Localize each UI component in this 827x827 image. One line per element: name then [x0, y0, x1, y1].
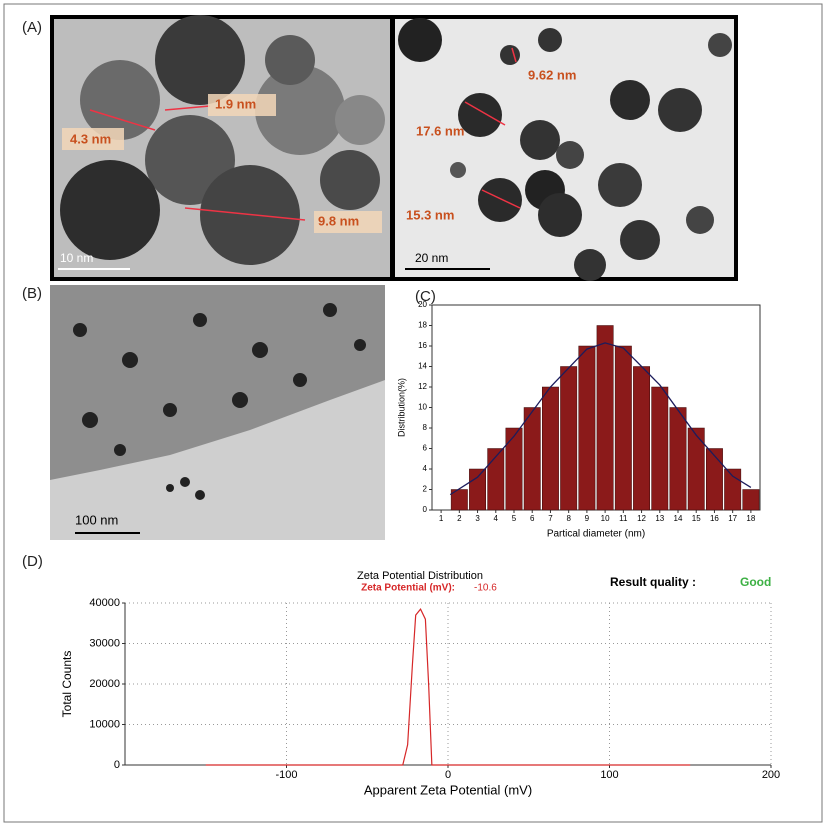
frame [3, 3, 823, 823]
panel-label: (A) [22, 19, 42, 36]
x-tick-label: 11 [619, 514, 628, 523]
x-tick-label: 8 [566, 514, 571, 523]
x-tick-label: 4 [494, 514, 499, 523]
plot-frame [431, 304, 761, 511]
annotation: 9.8 nm [318, 213, 359, 228]
scale-bar-label: 10 nm [60, 251, 93, 265]
annotation: 17.6 nm [416, 123, 464, 138]
y-tick-label: 4 [423, 464, 428, 473]
panel-label: (C) [415, 288, 436, 305]
result-value: Good [740, 575, 771, 589]
bar [687, 427, 705, 511]
x-axis-label: Partical diameter (nm) [547, 529, 645, 540]
y-tick-label: 8 [423, 423, 428, 432]
y-tick-label: 6 [423, 444, 428, 453]
annotation: 4.3 nm [70, 131, 111, 146]
annotation: 15.3 nm [406, 207, 454, 222]
bar [705, 448, 723, 511]
x-tick-label: 7 [548, 514, 553, 523]
tem-image [395, 18, 734, 281]
x-tick-label: 15 [692, 514, 701, 523]
x-tick-label: 16 [710, 514, 719, 523]
x-tick-label: 17 [728, 514, 737, 523]
x-tick-label: 14 [674, 514, 683, 523]
panel-label: (D) [22, 553, 43, 570]
scale-bar-label: 20 nm [415, 251, 448, 265]
y-tick-label: 16 [418, 341, 427, 350]
bar [541, 386, 559, 511]
bar [651, 386, 669, 511]
tem-image [50, 285, 385, 540]
y-tick-label: 20 [418, 300, 427, 309]
x-tick-label: 5 [512, 514, 517, 523]
bar [560, 366, 578, 511]
bar [469, 468, 487, 511]
subtitle-value: -10.6 [474, 583, 497, 594]
bar [578, 345, 596, 511]
x-tick-label: 6 [530, 514, 535, 523]
fit-curve [449, 342, 752, 496]
bar [596, 325, 614, 511]
y-tick-label: 12 [418, 382, 427, 391]
bar [724, 468, 742, 511]
x-tick-label: 12 [637, 514, 646, 523]
y-tick-label: 30000 [89, 637, 120, 649]
x-tick-label: 10 [601, 514, 610, 523]
y-tick-label: 2 [423, 485, 428, 494]
x-tick-label: 2 [457, 514, 462, 523]
x-tick-label: 1 [439, 514, 444, 523]
chart-title: Zeta Potential Distribution [357, 570, 483, 582]
y-tick-label: 18 [418, 321, 427, 330]
x-axis-label: Apparent Zeta Potential (mV) [364, 782, 532, 797]
bar [487, 448, 505, 511]
y-tick-label: 0 [423, 505, 428, 514]
annotation: 9.62 nm [528, 67, 576, 82]
bar [505, 427, 523, 511]
x-tick-label: 3 [475, 514, 480, 523]
y-tick-label: 10 [418, 403, 427, 412]
annotation: 1.9 nm [215, 96, 256, 111]
bar [742, 489, 760, 511]
x-tick-label: 200 [762, 769, 780, 781]
y-tick-label: 10000 [89, 718, 120, 730]
line [205, 607, 691, 766]
x-tick-label: -100 [275, 769, 297, 781]
y-axis-label: Total Counts [60, 651, 74, 718]
bar [669, 407, 687, 511]
tem-image [54, 15, 390, 277]
x-tick-label: 9 [585, 514, 590, 523]
x-tick-label: 0 [445, 769, 451, 781]
x-tick-label: 18 [746, 514, 755, 523]
subtitle-label: Zeta Potential (mV): [361, 583, 455, 594]
result-label: Result quality : [610, 575, 696, 589]
panel-label: (B) [22, 285, 42, 302]
x-tick-label: 100 [600, 769, 618, 781]
scale-bar-label: 100 nm [75, 512, 118, 527]
y-tick-label: 40000 [89, 597, 120, 609]
bar [523, 407, 541, 511]
y-tick-label: 20000 [89, 678, 120, 690]
x-tick-label: 13 [655, 514, 664, 523]
bar [633, 366, 651, 511]
y-tick-label: 0 [114, 759, 120, 771]
bar [614, 345, 632, 511]
y-tick-label: 14 [418, 362, 427, 371]
y-axis-label: Distribution(%) [396, 378, 406, 437]
